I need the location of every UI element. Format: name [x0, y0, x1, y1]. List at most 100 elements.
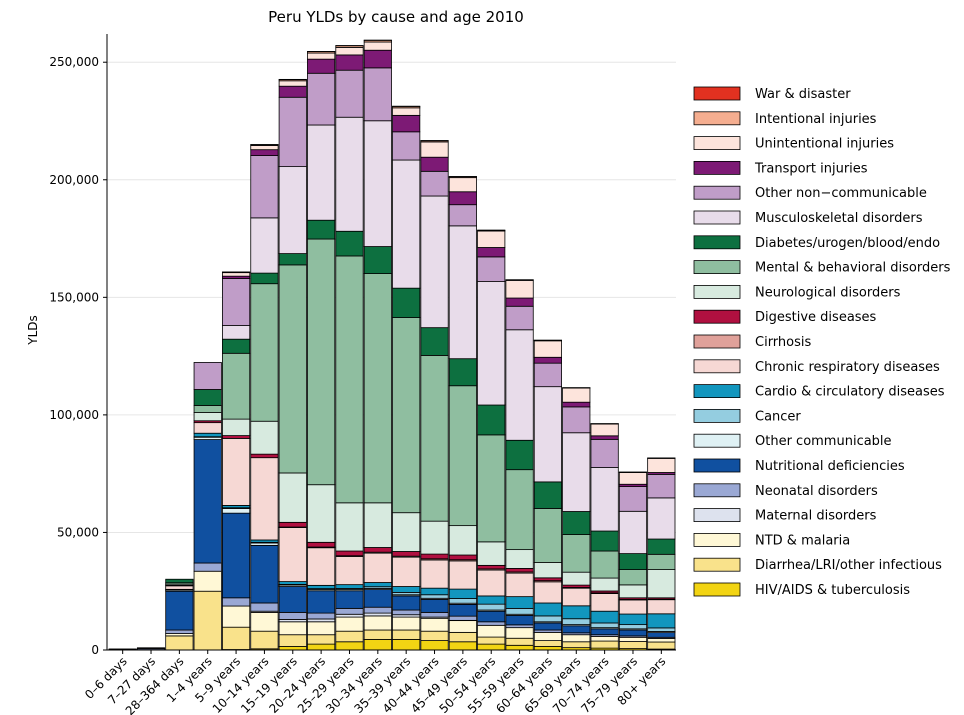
- bar-segment: [278, 611, 307, 620]
- bar-segment: [590, 438, 619, 468]
- bar-segment: [221, 418, 251, 436]
- bar-segment: [618, 641, 648, 649]
- bar-segment: [307, 634, 336, 645]
- bar-segment: [533, 340, 563, 358]
- bar-segment: [363, 552, 392, 583]
- bar-segment: [307, 484, 336, 543]
- bar-segment: [477, 595, 506, 605]
- bar-segment: [505, 644, 534, 651]
- legend-item: Neonatal disorders: [693, 483, 878, 499]
- bar-segment: [363, 67, 392, 122]
- bar-segment: [307, 58, 336, 74]
- bar-segment: [420, 354, 449, 522]
- bar-segment: [618, 599, 648, 615]
- legend-item: Cardio & circulatory diseases: [693, 384, 945, 400]
- bar-stack: [618, 471, 648, 651]
- bar-segment: [562, 571, 591, 586]
- legend-swatch: [693, 235, 741, 250]
- legend-item: Neurological disorders: [693, 284, 901, 300]
- legend-item: Cirrhosis: [693, 334, 811, 350]
- bar-segment: [448, 641, 477, 651]
- bar-segment: [278, 264, 307, 474]
- bar-segment: [420, 630, 449, 641]
- bar-segment: [335, 230, 364, 257]
- bar-segment: [193, 422, 222, 434]
- bar-segment: [136, 647, 166, 649]
- bar-segment: [278, 581, 307, 585]
- bar-segment: [448, 191, 477, 206]
- bar-stack: [590, 423, 619, 651]
- bar-segment: [505, 568, 534, 573]
- bar-segment: [477, 569, 506, 597]
- bar-segment: [193, 362, 222, 390]
- bar-stack: [647, 457, 676, 651]
- bar-segment: [307, 590, 336, 614]
- legend-item: Other communicable: [693, 433, 892, 449]
- bar-segment: [307, 124, 336, 221]
- bar-segment: [335, 607, 364, 615]
- legend-item: Musculoskeletal disorders: [693, 210, 923, 226]
- bar-segment: [590, 467, 619, 532]
- bar-segment: [165, 635, 194, 651]
- legend-item: Maternal disorders: [693, 508, 877, 524]
- legend-swatch: [693, 582, 741, 597]
- y-tick-label: 250,000: [49, 55, 99, 69]
- bar-segment: [250, 145, 279, 151]
- bar-segment: [392, 287, 421, 318]
- bar-segment: [533, 640, 563, 647]
- bar-segment: [392, 317, 421, 514]
- legend-label: NTD & malaria: [755, 533, 850, 548]
- bar-segment: [307, 612, 336, 620]
- bar-segment: [193, 405, 222, 413]
- legend-swatch: [693, 458, 741, 473]
- bar-segment: [307, 52, 336, 60]
- bar-segment: [335, 69, 364, 118]
- bar-segment: [392, 107, 421, 116]
- legend-item: Mental & behavioral disorders: [693, 260, 951, 276]
- bar-segment: [335, 556, 364, 586]
- bar-segment: [335, 116, 364, 232]
- legend-swatch: [693, 483, 741, 498]
- bar-segment: [448, 554, 477, 561]
- bar-stack: [250, 144, 279, 651]
- bar-segment: [477, 434, 506, 543]
- bars: [108, 39, 676, 651]
- bar-segment: [647, 457, 676, 473]
- bar-segment: [505, 615, 534, 626]
- legend-item: Transport injuries: [693, 160, 868, 176]
- bar-segment: [250, 272, 279, 285]
- bar-segment: [647, 569, 676, 599]
- bar-segment: [420, 640, 449, 651]
- legend-item: HIV/AIDS & tuberculosis: [693, 582, 910, 598]
- bar-segment: [562, 605, 591, 620]
- legend-label: Diabetes/urogen/blood/endo: [755, 236, 940, 251]
- bar-segment: [618, 629, 648, 637]
- legend-label: Intentional injuries: [755, 112, 877, 127]
- bar-segment: [221, 437, 251, 506]
- legend-swatch: [693, 334, 741, 349]
- bar-segment: [221, 597, 251, 607]
- bar-segment: [647, 553, 676, 570]
- bar-stack: [448, 176, 477, 651]
- bar-segment: [533, 577, 563, 582]
- bar-segment: [335, 255, 364, 504]
- bar-stack: [562, 387, 591, 651]
- bar-segment: [562, 534, 591, 573]
- legend-swatch: [693, 359, 741, 374]
- y-tick-label: 150,000: [49, 290, 99, 304]
- bar-segment: [193, 412, 222, 422]
- legend-item: NTD & malaria: [693, 533, 850, 548]
- legend-label: Cancer: [755, 409, 801, 424]
- bar-segment: [420, 156, 449, 172]
- bar-segment: [363, 582, 392, 588]
- legend-item: Diarrhea/LRI/other infectious: [693, 557, 942, 573]
- legend-item: Cancer: [693, 408, 801, 424]
- y-tick-label: 100,000: [49, 408, 99, 422]
- bar-segment: [477, 621, 506, 626]
- bar-segment: [420, 559, 449, 589]
- bar-segment: [307, 618, 336, 623]
- bar-segment: [307, 547, 336, 586]
- bar-segment: [193, 590, 222, 651]
- bar-segment: [420, 599, 449, 613]
- bar-segment: [590, 550, 619, 579]
